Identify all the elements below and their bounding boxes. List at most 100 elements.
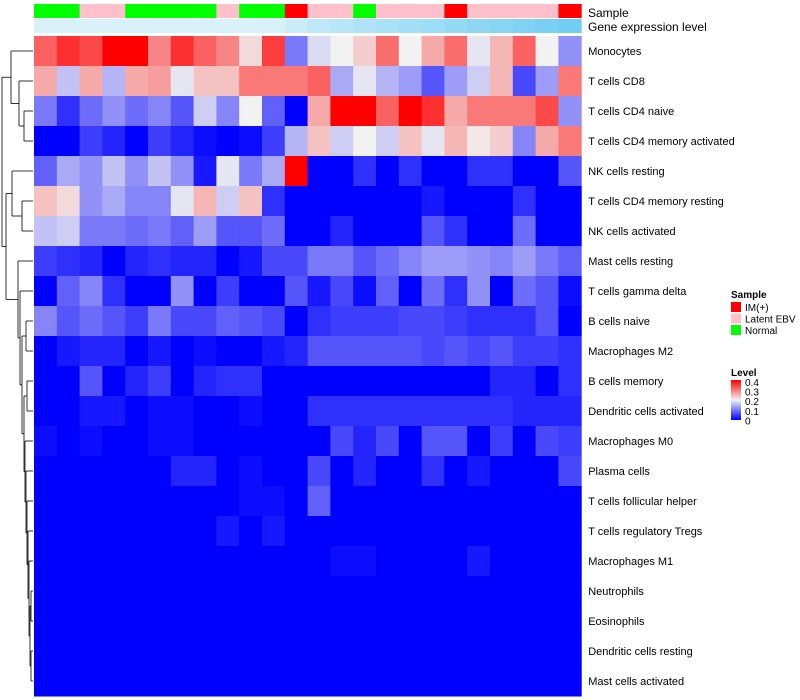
heatmap-cell xyxy=(102,306,126,337)
heatmap-cell xyxy=(353,546,377,577)
gene-expression-cell xyxy=(490,19,514,33)
heatmap-cell xyxy=(307,546,331,577)
heatmap-cell xyxy=(284,606,309,637)
heatmap-cell xyxy=(398,516,423,547)
sample-legend-title: Sample xyxy=(731,290,767,301)
heatmap-cell xyxy=(216,396,240,427)
sample-cell xyxy=(148,4,172,18)
heatmap-cell xyxy=(216,216,240,247)
heatmap-cell xyxy=(353,336,377,367)
heatmap-cell xyxy=(376,276,400,307)
heatmap-cell xyxy=(490,216,514,247)
heatmap-cell xyxy=(307,96,331,127)
heatmap-cell xyxy=(34,486,58,517)
heatmap-cell xyxy=(79,576,103,607)
heatmap-cell xyxy=(148,426,172,457)
heatmap-cell xyxy=(330,156,354,187)
heatmap-cell xyxy=(148,156,172,187)
heatmap-cell xyxy=(444,456,468,487)
heatmap-cell xyxy=(239,546,263,577)
level-tick-label: 0.3 xyxy=(745,388,759,399)
heatmap-cell xyxy=(376,96,400,127)
heatmap-cell xyxy=(376,486,400,517)
heatmap-cell xyxy=(170,66,195,97)
heatmap-cell xyxy=(512,576,537,607)
gene-expression-cell xyxy=(558,19,582,33)
heatmap-cell xyxy=(170,606,195,637)
heatmap-cell xyxy=(535,96,559,127)
sample-cell xyxy=(558,4,582,18)
heatmap-cell xyxy=(148,546,172,577)
heatmap-cell xyxy=(102,516,126,547)
row-dendrogram xyxy=(1,50,33,682)
heatmap-cell xyxy=(239,486,263,517)
level-tick-label: 0 xyxy=(745,416,751,427)
heatmap-cell xyxy=(467,546,491,577)
heatmap-cell xyxy=(79,486,103,517)
heatmap-cell xyxy=(421,306,445,337)
heatmap-cell xyxy=(376,426,400,457)
heatmap-cell xyxy=(398,606,423,637)
heatmap-cell xyxy=(170,366,195,397)
heatmap-cell xyxy=(558,516,582,547)
heatmap-cell xyxy=(284,516,309,547)
heatmap-cell xyxy=(307,606,331,637)
heatmap-cell xyxy=(467,666,491,697)
heatmap-cell xyxy=(398,36,423,67)
heatmap-cell xyxy=(125,426,149,457)
heatmap-cell xyxy=(79,366,103,397)
heatmap-cell xyxy=(125,576,149,607)
heatmap-cell xyxy=(193,246,217,277)
heatmap-cell xyxy=(34,306,58,337)
heatmap-cell xyxy=(444,156,468,187)
heatmap-cell xyxy=(330,426,354,457)
heatmap-cell xyxy=(421,336,445,367)
heatmap-cell xyxy=(102,156,126,187)
heatmap-cell xyxy=(148,336,172,367)
heatmap-cell xyxy=(79,546,103,577)
heatmap-cell xyxy=(535,396,559,427)
heatmap-cell xyxy=(398,546,423,577)
heatmap-cell xyxy=(56,366,81,397)
heatmap-cell xyxy=(148,396,172,427)
heatmap-cell xyxy=(102,606,126,637)
level-tick-label: 0.2 xyxy=(745,397,759,408)
heatmap-cell xyxy=(307,336,331,367)
heatmap-cell xyxy=(79,276,103,307)
heatmap-cell xyxy=(490,126,514,157)
heatmap-cell xyxy=(79,636,103,667)
row-label: Macrophages M1 xyxy=(588,556,673,568)
heatmap-cell xyxy=(34,186,58,217)
heatmap-cell xyxy=(330,366,354,397)
gene-expression-cell xyxy=(467,19,491,33)
gene-expression-cell xyxy=(535,19,559,33)
heatmap-cell xyxy=(330,66,354,97)
heatmap-cell xyxy=(79,126,103,157)
heatmap-cell xyxy=(376,186,400,217)
heatmap-cell xyxy=(307,246,331,277)
heatmap-cell xyxy=(148,216,172,247)
gene-expression-cell xyxy=(444,19,468,33)
heatmap-cell xyxy=(467,126,491,157)
heatmap-cell xyxy=(467,156,491,187)
heatmap-cell xyxy=(56,126,81,157)
heatmap-cell xyxy=(170,306,195,337)
sample-annotation-bar xyxy=(34,4,582,18)
heatmap-cell xyxy=(56,246,81,277)
heatmap-cell xyxy=(376,666,400,697)
heatmap-cell xyxy=(239,576,263,607)
heatmap-cell xyxy=(490,96,514,127)
gene-expression-cell xyxy=(56,19,81,33)
heatmap-cell xyxy=(307,426,331,457)
heatmap-cell xyxy=(34,666,58,697)
heatmap-cell xyxy=(262,666,286,697)
row-labels: Monocytes T cells CD8 T cells CD4 naive T c… xyxy=(588,46,735,688)
heatmap-cell xyxy=(444,576,468,607)
heatmap-cell xyxy=(421,36,445,67)
heatmap-cell xyxy=(421,516,445,547)
heatmap-cell xyxy=(262,36,286,67)
heatmap-cell xyxy=(512,606,537,637)
heatmap-cell xyxy=(125,96,149,127)
heatmap-cell xyxy=(535,576,559,607)
sample-legend-swatch xyxy=(731,313,741,324)
